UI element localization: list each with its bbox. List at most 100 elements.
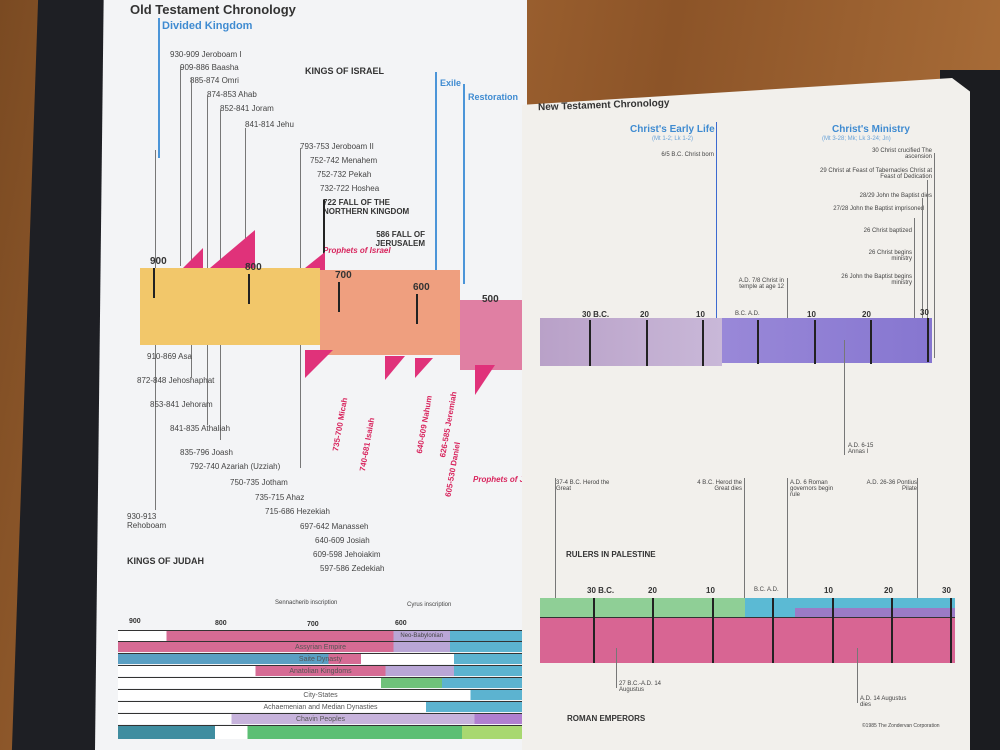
empire-row (118, 725, 523, 739)
note: Sennacherib inscription (275, 600, 338, 606)
bc-timeline-band (540, 318, 722, 366)
ref: (Mt 1-2; Lk 1-2) (652, 136, 694, 142)
nt-event: 6/5 B.C. Christ born (661, 152, 714, 158)
empire-row (118, 677, 523, 688)
tick-label: 900 (150, 256, 167, 267)
empire-row: Assyrian Empire (118, 641, 523, 652)
judah-king: 735-715 Ahaz (255, 493, 305, 502)
israel-king: 793-753 Jeroboam II (300, 142, 374, 151)
ot-title: Old Testament Chronology (130, 2, 296, 17)
judah-king: 841-835 Athaliah (170, 424, 231, 433)
empire-row: Saite Dynasty (118, 653, 523, 664)
exile-label: Exile (440, 78, 462, 88)
tick-label: 10 (824, 586, 833, 595)
judah-king: 853-841 Jehoram (150, 400, 213, 409)
tick-label: 30 B.C. (587, 586, 615, 595)
israel-king: 885-874 Omri (190, 76, 239, 85)
judah-king: 750-735 Jotham (230, 478, 288, 487)
empire-row: Anatolian Kingdoms (118, 665, 523, 676)
judah-king: 835-796 Joash (180, 448, 233, 457)
ruler-note: A.D. 6 Roman governors begin rule (790, 480, 834, 498)
nt-event: 26 Christ baptized (863, 228, 912, 234)
tick-label: 10 (807, 310, 816, 319)
nt-event: 28/29 John the Baptist dies (859, 193, 932, 199)
tick-label: 800 (245, 262, 262, 273)
nt-title: New Testament Chronology (537, 97, 670, 114)
note: Cyrus inscription (407, 602, 452, 608)
tick-label: B.C. A.D. (754, 587, 779, 593)
tick-label: 10 (696, 310, 705, 319)
tick-label: 30 (920, 308, 929, 317)
kings-of-judah-label: KINGS OF JUDAH (127, 556, 205, 566)
nt-event: 26 John the Baptist begins ministry (841, 274, 912, 286)
empire-row: Achaemenian and Median Dynasties (118, 701, 523, 712)
empire-label: City-States (303, 692, 338, 699)
israel-king: 852-841 Joram (220, 104, 274, 113)
judah-king: 697-642 Manasseh (300, 522, 369, 531)
israel-king: 752-732 Pekah (317, 170, 372, 179)
tick-label: B.C. A.D. (735, 311, 760, 317)
tick-label: 10 (706, 586, 715, 595)
annas-note: A.D. 6-15 Annas I (848, 443, 874, 455)
roman-emperors-label: ROMAN EMPERORS (567, 714, 646, 723)
judah-king: 609-598 Jehoiakim (313, 550, 381, 559)
prophets-of-israel: Prophets of Israel (323, 246, 391, 255)
fall-of-jerusalem: 586 FALL OF JERUSALEM (375, 230, 425, 248)
nt-event: 26 Christ begins ministry (868, 250, 912, 262)
nt-event: 29 Christ at Feast of Tabernacles Christ… (820, 168, 932, 180)
tick-label: 20 (648, 586, 657, 595)
judah-band (320, 270, 460, 355)
israel-king: 874-853 Ahab (207, 90, 257, 99)
tick-label: 30 (942, 586, 951, 595)
empire-label: Neo-Babylonian (400, 633, 444, 639)
christs-early-life: Christ's Early Life (630, 124, 715, 135)
empire-row: City-States (118, 689, 523, 700)
tick-label: 800 (215, 620, 227, 627)
ruler-note: A.D. 26-36 Pontius Pilate (866, 480, 917, 492)
tick-label: 30 B.C. (582, 310, 610, 319)
tick-label: 900 (129, 618, 141, 625)
empire-label: Assyrian Empire (295, 644, 346, 651)
tick-label: 20 (862, 310, 871, 319)
judah-prophet: 740-681 Isaiah (357, 416, 377, 473)
rulers-in-palestine-label: RULERS IN PALESTINE (566, 550, 656, 559)
empire-label: Chavin Peoples (295, 716, 346, 723)
judah-king: 930-913 Rehoboam (127, 512, 167, 530)
judah-king: 872-848 Jehoshaphat (137, 376, 215, 385)
nt-content: New Testament Chronology Christ's Early … (522, 78, 970, 750)
judah-king: 640-609 Josiah (315, 536, 370, 545)
israel-king: 841-814 Jehu (245, 120, 294, 129)
empire-row: Neo-Babylonian (118, 630, 523, 641)
nt-event: A.D. 7/8 Christ in temple at age 12 (738, 278, 784, 290)
tick-label: 700 (335, 270, 352, 281)
tick-label: 600 (413, 282, 430, 293)
ad-timeline-band (722, 318, 932, 363)
israel-judah-band (140, 268, 320, 345)
empire-label: Saite Dynasty (298, 656, 343, 663)
judah-king: 792-740 Azariah (Uzziah) (190, 462, 281, 471)
augustus-band (540, 617, 955, 663)
empire-label: Achaemenian and Median Dynasties (263, 704, 378, 711)
emperor-note: A.D. 14 Augustus dies (860, 696, 907, 708)
judah-prophet: 640-609 Nahum (414, 394, 434, 455)
tick-label: 600 (395, 620, 407, 627)
divided-kingdom: Divided Kingdom (162, 20, 253, 32)
tick-label: 500 (482, 294, 499, 305)
kings-of-israel-label: KINGS OF ISRAEL (305, 66, 385, 76)
israel-king: 732-722 Hoshea (320, 184, 380, 193)
copyright: ©1985 The Zondervan Corporation (862, 723, 940, 729)
empire-row: Chavin Peoples (118, 713, 523, 724)
israel-king: 930-909 Jeroboam I (170, 50, 242, 59)
tick-label: 20 (640, 310, 649, 319)
christs-ministry: Christ's Ministry (832, 124, 910, 135)
judah-king: 597-586 Zedekiah (320, 564, 385, 573)
herod-band (540, 598, 745, 617)
fall-northern-kingdom: 722 FALL OF THE NORTHERN KINGDOM (323, 198, 410, 216)
nt-event: 30 Christ crucified The ascension (872, 148, 932, 160)
judah-king: 715-686 Hezekiah (265, 507, 330, 516)
tick-label: 20 (884, 586, 893, 595)
ot-content: Old Testament Chronology Divided Kingdom… (95, 0, 543, 750)
judah-king: 910-869 Asa (147, 352, 192, 361)
israel-king: 909-886 Baasha (180, 63, 239, 72)
pilate-band (795, 608, 955, 618)
